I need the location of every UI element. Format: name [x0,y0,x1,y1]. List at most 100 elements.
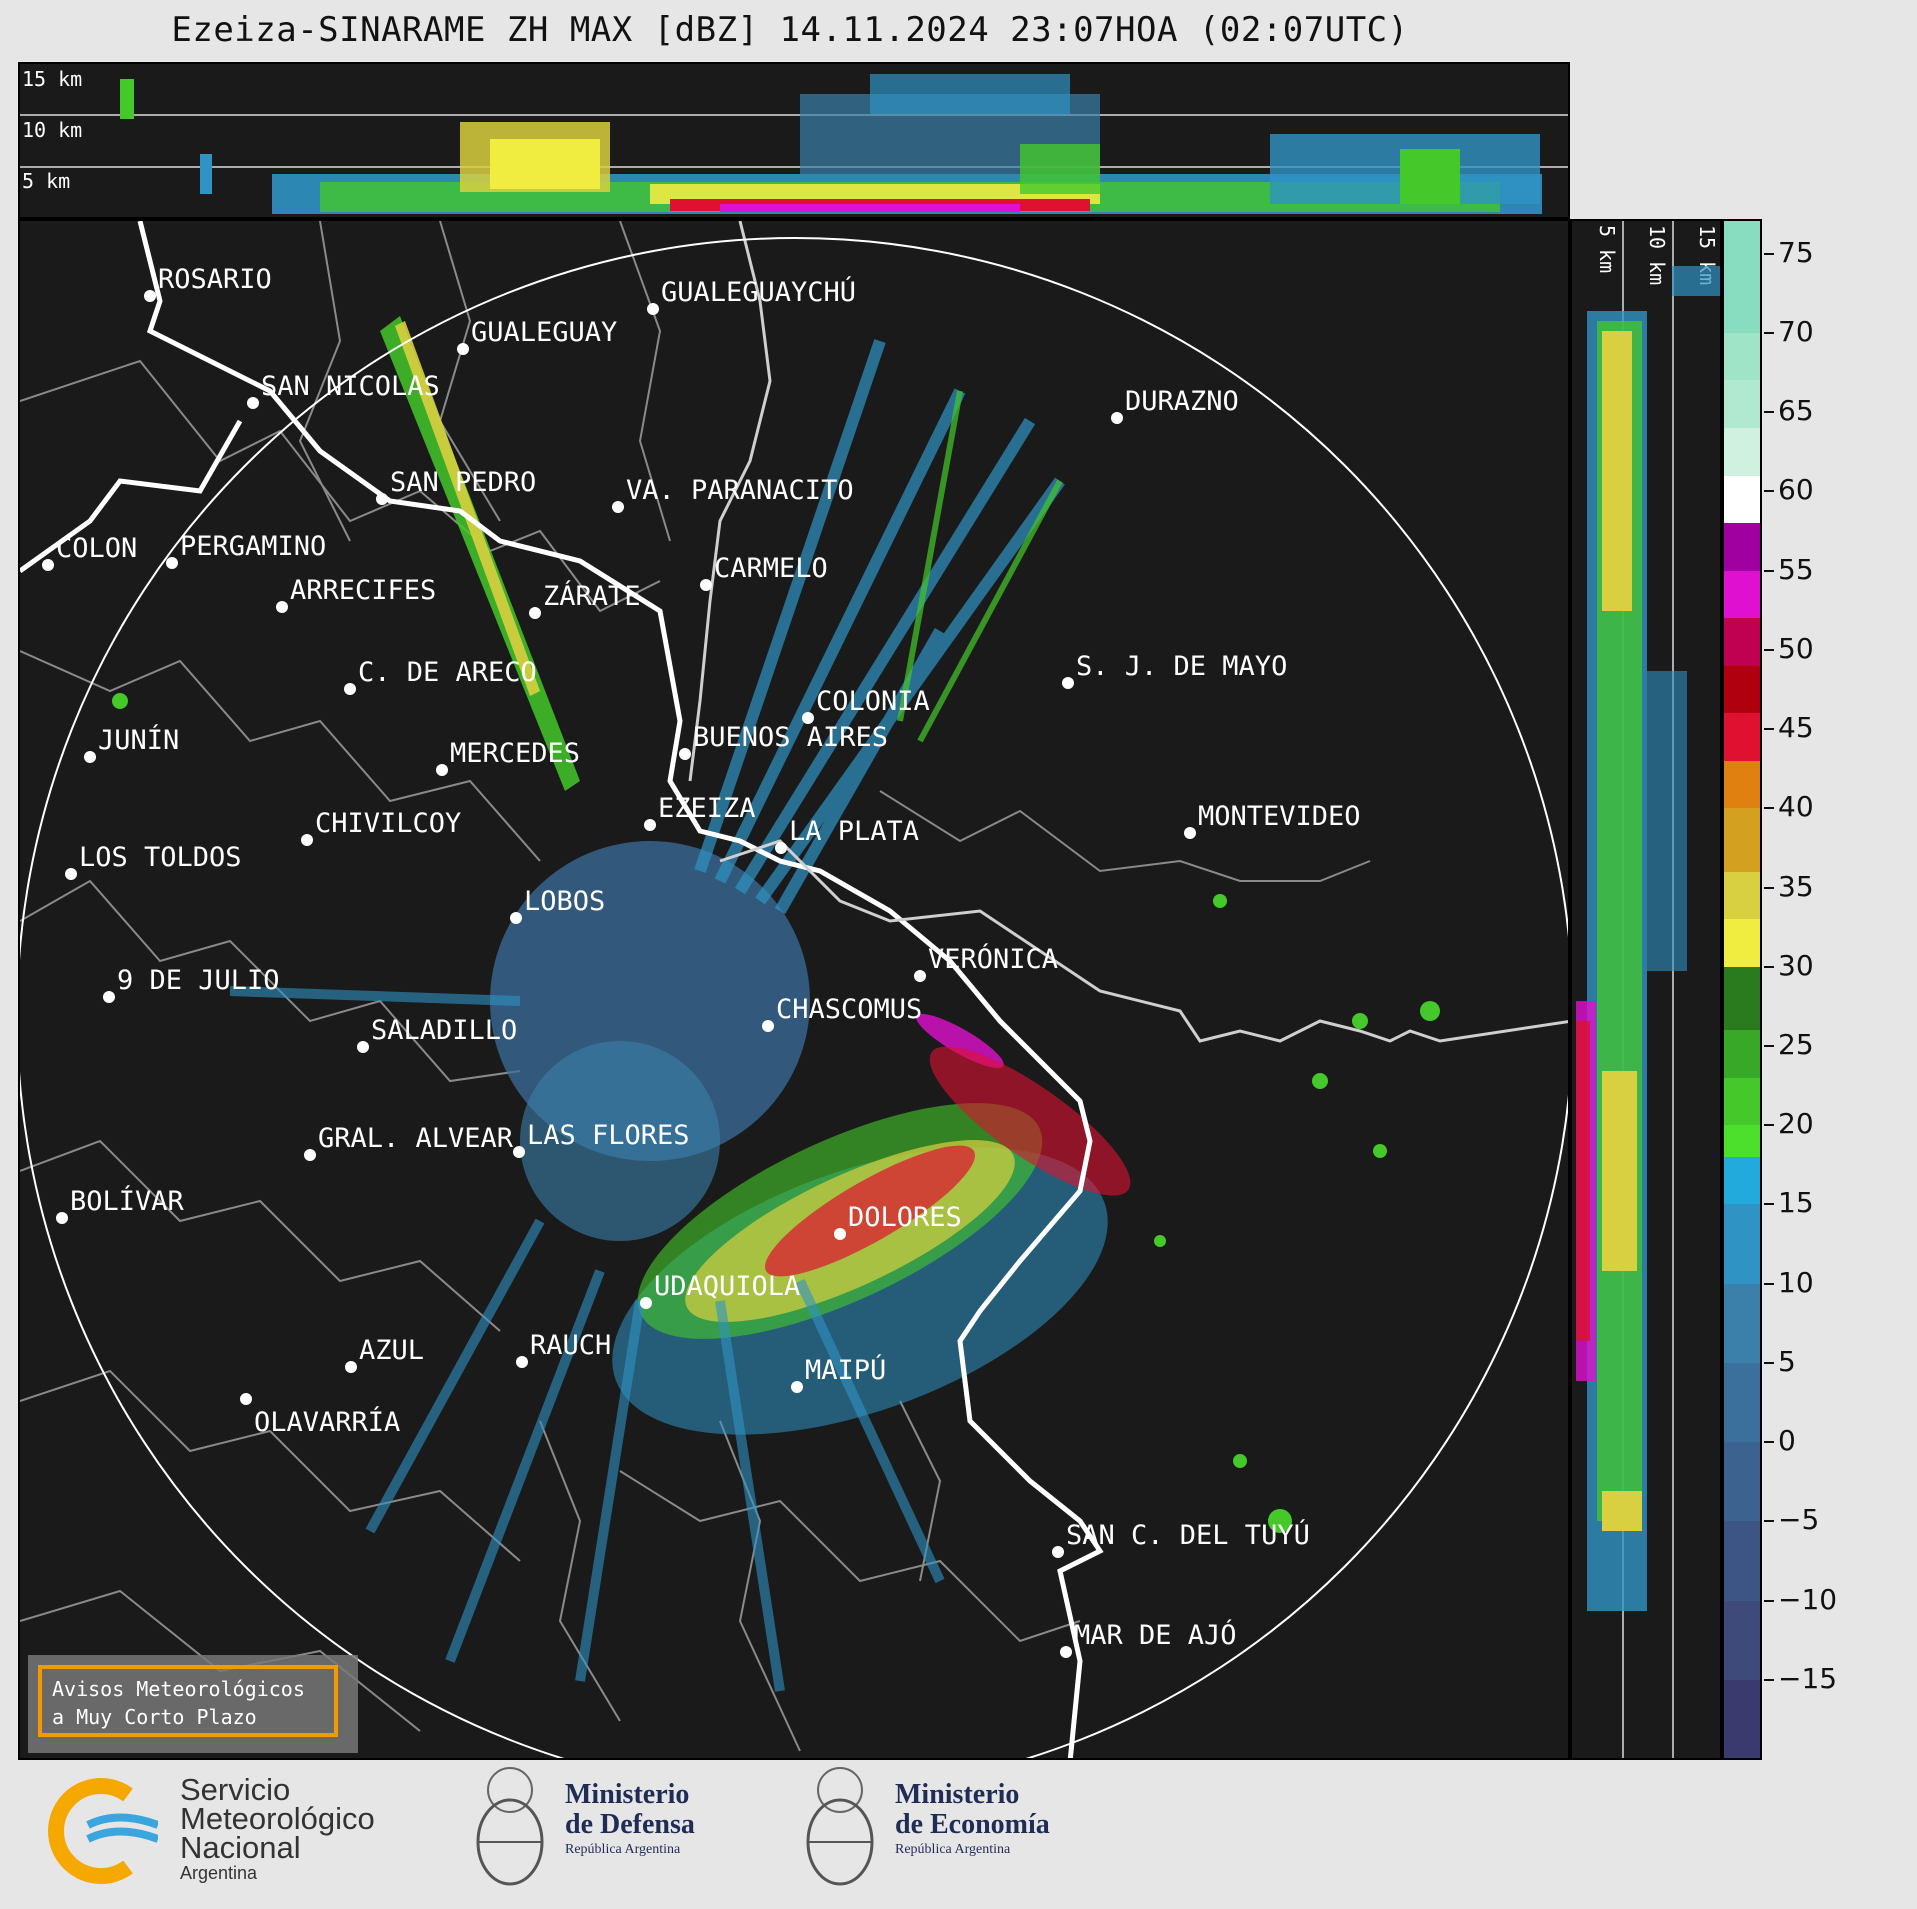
colorbar-segment [1724,1155,1760,1205]
city-carmelo: CARMELO [700,553,828,591]
city-dot [510,912,522,924]
side-alt-5: 5 km [1595,225,1619,273]
city-label: DOLORES [848,1202,962,1233]
city-label: ARRECIFES [290,575,436,606]
economia-line-1: Ministerio [895,1779,1020,1810]
city-dot [1062,677,1074,689]
colorbar-tick [1764,1361,1774,1364]
alt-label-15: 15 km [22,67,82,91]
city-dot [914,970,926,982]
city-azul: AZUL [345,1335,424,1373]
colorbar-tick [1764,807,1774,810]
city-label: OLAVARRÍA [254,1406,400,1438]
city-label: S. J. DE MAYO [1076,651,1287,682]
city-dot [240,1393,252,1405]
city-label: RAUCH [530,1330,611,1361]
radar-map[interactable]: ROSARIO GUALEGUAYCHÚ GUALEGUAY SAN NICOLAS D… [18,219,1570,1760]
city-jun-n: JUNÍN [84,724,179,763]
city-label: COLONIA [816,686,930,717]
city-san-nicolas: SAN NICOLAS [247,371,440,409]
city-label: MAR DE AJÓ [1074,1619,1237,1651]
colorbar-tick [1764,1044,1774,1047]
radar-map-canvas[interactable]: ROSARIO GUALEGUAYCHÚ GUALEGUAY SAN NICOLAS D… [20,221,1570,1760]
colorbar-segment [1724,1282,1760,1363]
colorbar-tick-label: 55 [1778,552,1814,586]
colorbar-tick-label: 65 [1778,394,1814,428]
colorbar-segment [1724,807,1760,872]
city-label: BUENOS AIRES [693,722,888,753]
city-label: ZÁRATE [543,580,641,612]
city-bol-var: BOLÍVAR [56,1185,185,1224]
city-san-c-del-tuy-: SAN C. DEL TUYÚ [1052,1519,1310,1558]
city-dot [436,764,448,776]
city-arrecifes: ARRECIFES [276,575,436,613]
city-mar-de-aj-: MAR DE AJÓ [1060,1619,1237,1658]
city-dot [276,601,288,613]
city-label: C. DE ARECO [358,657,537,688]
city-dot [103,991,115,1003]
city-dot [612,501,624,513]
city-udaquiola: UDAQUIOLA [640,1271,800,1309]
city-label: BOLÍVAR [70,1185,185,1217]
warning-box-label[interactable]: Avisos Meteorológicos a Muy Corto Plazo [38,1665,338,1737]
city-dot [834,1228,846,1240]
city-las-flores: LAS FLORES [513,1120,690,1158]
city-gral-alvear: GRAL. ALVEAR [304,1123,514,1161]
uruguay-coast [688,221,1568,1043]
colorbar [1722,219,1762,1760]
smn-line-2: Meteorológico [180,1801,375,1836]
city-label: GUALEGUAY [471,317,617,348]
city-rauch: RAUCH [516,1330,611,1368]
defensa-line-1: Ministerio [565,1779,690,1810]
colorbar-segment [1724,379,1760,428]
city-dot [166,557,178,569]
city-label: SAN C. DEL TUYÚ [1066,1519,1310,1551]
city-z-rate: ZÁRATE [529,580,641,619]
city-dot [775,842,787,854]
alt-label-10: 10 km [22,118,82,142]
colorbar-segment [1724,1361,1760,1443]
city-c-de-areco: C. DE ARECO [344,657,537,695]
colorbar-segment [1724,1441,1760,1522]
city-lobos: LOBOS [510,886,605,924]
side-cross-section-plot: 5 km 10 km 15 km [1576,221,1720,1758]
top-cross-section-plot: 15 km 10 km 5 km [20,67,1568,214]
city-dot [247,397,259,409]
colorbar-tick-label: 40 [1778,790,1814,824]
city-dot [1052,1546,1064,1558]
range-ring [20,237,1568,1758]
colorbar-segment [1724,1203,1760,1284]
coastline [20,221,1104,1758]
city-dot [802,712,814,724]
city-dot [304,1149,316,1161]
colorbar-tick-label: 75 [1778,235,1814,269]
city-label: 9 DE JULIO [117,965,280,996]
coat-of-arms-icon [476,1767,544,1886]
colorbar-tick [1764,1203,1774,1206]
warning-box[interactable]: Avisos Meteorológicos a Muy Corto Plazo [28,1655,358,1753]
city-dot [516,1356,528,1368]
economia-line-2: de Economía [895,1809,1050,1840]
colorbar-segment [1724,1678,1760,1758]
defensa-line-3: República Argentina [565,1842,681,1857]
smn-logo: Servicio Meteorológico Nacional Argentin… [48,1774,408,1895]
colorbar-segment [1724,918,1760,967]
city-dot [1184,827,1196,839]
city-los-toldos: LOS TOLDOS [65,842,242,880]
city-dot [679,748,691,760]
city-colonia: COLONIA [802,686,930,724]
city-dolores: DOLORES [834,1202,962,1240]
colorbar-tick-label: 35 [1778,869,1814,903]
colorbar-segment [1724,522,1760,571]
colorbar-segment [1724,664,1760,714]
city-durazno: DURAZNO [1111,386,1239,424]
city-s-j-de-mayo: S. J. DE MAYO [1062,651,1287,689]
colorbar-segment [1724,1124,1760,1157]
city-dot [640,1297,652,1309]
defensa-line-2: de Defensa [565,1809,695,1840]
colorbar-segment [1724,426,1760,476]
coat-of-arms-icon [806,1767,874,1886]
city-dot [529,607,541,619]
colorbar-tick-label: 0 [1778,1424,1796,1458]
colorbar-tick [1764,490,1774,493]
